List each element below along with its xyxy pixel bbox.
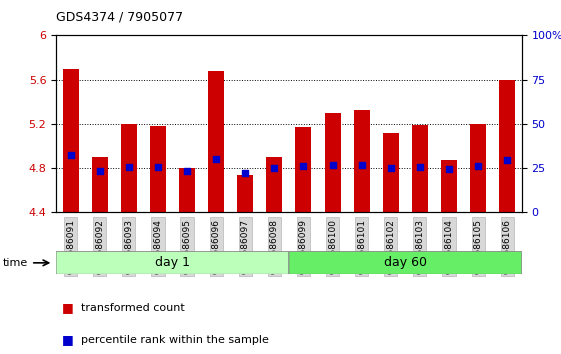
FancyBboxPatch shape [56, 251, 289, 274]
Bar [150, 126, 166, 212]
Point [328, 162, 337, 168]
Text: percentile rank within the sample: percentile rank within the sample [81, 335, 269, 345]
Point [241, 170, 250, 176]
Point [503, 158, 512, 163]
Bar [92, 157, 108, 212]
Bar [179, 168, 195, 212]
Point [415, 164, 424, 170]
Bar [412, 125, 428, 212]
Bar [208, 71, 224, 212]
Bar [383, 133, 399, 212]
Bar [237, 175, 253, 212]
Bar [266, 157, 282, 212]
Text: time: time [3, 258, 28, 268]
Text: day 1: day 1 [155, 256, 190, 269]
Point [299, 163, 308, 169]
Point [211, 156, 220, 162]
Bar [296, 127, 311, 212]
Point [182, 169, 191, 174]
FancyBboxPatch shape [289, 251, 522, 274]
Point [125, 164, 134, 170]
Text: ■: ■ [62, 302, 73, 314]
Point [387, 165, 396, 171]
Point [270, 165, 279, 171]
Bar [441, 160, 457, 212]
Bar [121, 124, 137, 212]
Bar [63, 69, 79, 212]
Point [66, 152, 75, 158]
Bar [470, 124, 486, 212]
Point [444, 166, 453, 172]
Point [95, 169, 104, 174]
Point [154, 164, 163, 170]
Text: GDS4374 / 7905077: GDS4374 / 7905077 [56, 10, 183, 23]
Bar [499, 80, 515, 212]
Point [357, 162, 366, 168]
Bar [325, 113, 341, 212]
Text: ■: ■ [62, 333, 73, 346]
Point [473, 163, 482, 169]
Bar [353, 109, 370, 212]
Text: day 60: day 60 [384, 256, 427, 269]
Text: transformed count: transformed count [81, 303, 185, 313]
